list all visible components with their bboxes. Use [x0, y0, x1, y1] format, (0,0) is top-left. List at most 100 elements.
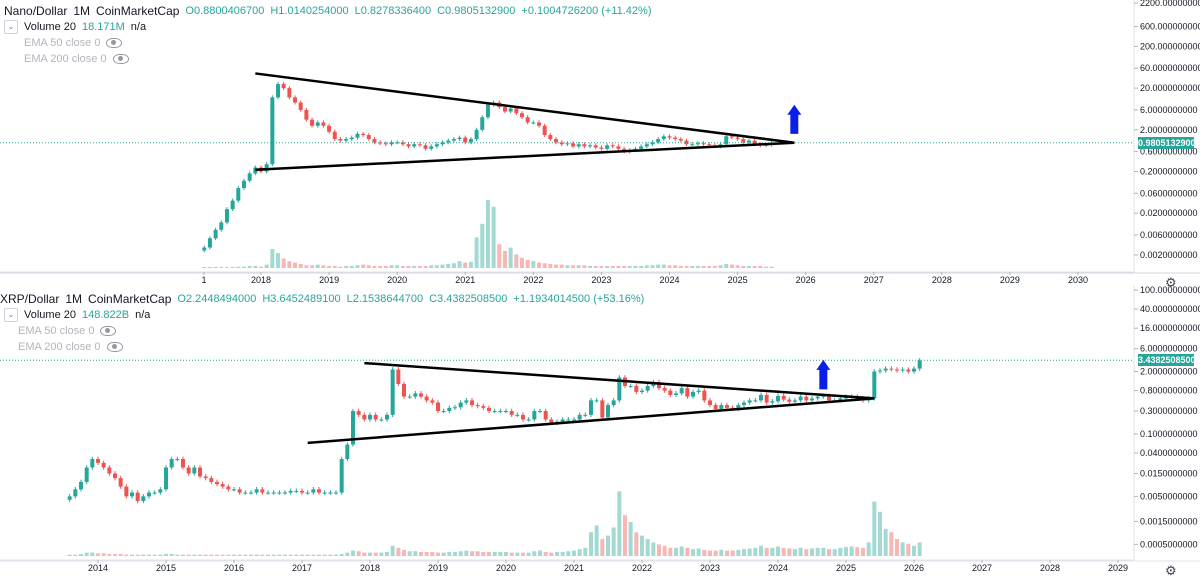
candle-body	[311, 489, 316, 493]
volume-bar	[543, 551, 548, 556]
candle-body	[253, 167, 258, 174]
y-tick-label: 600.0000000000	[1140, 22, 1200, 32]
nano-ema50-eye-icon[interactable]	[106, 38, 123, 48]
x-tick-label: 2021	[455, 275, 475, 285]
volume-bar	[436, 552, 440, 556]
xrp-ema50-label[interactable]: EMA 50 close 0	[18, 325, 95, 337]
nano-ema200-eye-icon[interactable]	[112, 54, 129, 64]
candle-body	[417, 144, 422, 146]
candle-body	[276, 84, 281, 98]
candle-body	[215, 481, 219, 485]
y-tick-label: 0.8000000000	[1140, 386, 1198, 396]
volume-bar	[152, 554, 157, 556]
volume-bar	[202, 267, 207, 268]
candle-body	[565, 143, 570, 145]
candle-body	[747, 400, 752, 403]
breakout-arrow-shaft	[790, 113, 799, 134]
candle-body	[650, 142, 655, 145]
candle-body	[690, 144, 695, 146]
xrp-volume-label[interactable]: Volume 20	[24, 309, 76, 321]
volume-bar	[701, 265, 706, 268]
volume-bar	[593, 265, 598, 268]
volume-bar	[521, 552, 525, 556]
xrp-chart-panel: 100.0000000000 40.0000000000 16.0000000000…	[0, 285, 1200, 573]
candle-body	[702, 390, 707, 401]
volume-bar	[491, 206, 496, 268]
x-tick-label: 2018	[360, 563, 380, 573]
candle-body	[645, 385, 650, 391]
xrp-ema200-eye-icon[interactable]	[106, 342, 123, 352]
xrp-interval[interactable]: 1M	[65, 292, 83, 306]
candle-body	[413, 393, 418, 397]
candle-body	[776, 395, 780, 402]
volume-bar	[878, 511, 882, 556]
xrp-symbol[interactable]: XRP/Dollar	[0, 292, 60, 306]
xrp-ema200-label[interactable]: EMA 200 close 0	[18, 341, 101, 353]
volume-bar	[787, 548, 792, 556]
volume-bar	[532, 551, 537, 556]
x-tick-label: 2027	[864, 275, 884, 285]
candle-body	[509, 411, 514, 415]
volume-bar	[684, 265, 689, 268]
candle-body	[644, 144, 649, 147]
volume-bar	[640, 535, 644, 556]
candle-body	[344, 139, 349, 141]
candle-body	[67, 496, 72, 500]
candle-body	[181, 459, 185, 468]
nano-ema50-label[interactable]: EMA 50 close 0	[24, 37, 101, 49]
nano-volume-label[interactable]: Volume 20	[24, 21, 76, 33]
x-tick-label: 2018	[251, 275, 271, 285]
candle-body	[678, 139, 683, 141]
volume-bar	[249, 554, 253, 556]
volume-bar	[118, 553, 123, 556]
candle-body	[548, 135, 553, 140]
volume-bar	[440, 264, 445, 268]
volume-bar	[611, 527, 616, 556]
y-tick-label: 0.0015000000	[1140, 516, 1198, 526]
xrp-collapse-toggle[interactable]: ⌄	[4, 308, 18, 322]
candle-body	[198, 467, 202, 477]
candle-body	[696, 390, 701, 392]
volume-bar	[372, 265, 377, 268]
candle-body	[583, 414, 588, 416]
volume-bar	[895, 539, 899, 556]
volume-bar	[485, 200, 490, 268]
nano-collapse-toggle[interactable]: ⌄	[4, 20, 18, 34]
nano-symbol[interactable]: Nano/Dollar	[4, 4, 68, 18]
volume-bar	[378, 265, 383, 268]
volume-bar	[276, 253, 281, 268]
candle-body	[436, 402, 440, 412]
candle-body	[526, 419, 531, 421]
volume-bar	[633, 265, 638, 268]
candle-body	[407, 396, 412, 398]
candle-body	[485, 104, 490, 118]
volume-bar	[770, 547, 775, 556]
volume-bar	[515, 552, 520, 556]
volume-bar	[356, 551, 361, 556]
volume-bar	[650, 265, 655, 268]
candle-body	[378, 142, 383, 144]
volume-bar	[599, 265, 604, 268]
candle-body	[260, 489, 265, 493]
candle-body	[332, 131, 337, 140]
candle-body	[752, 140, 757, 145]
candle-body	[209, 478, 214, 482]
volume-bar	[610, 265, 615, 268]
volume-bar	[451, 263, 456, 268]
candle-body	[317, 489, 321, 493]
candle-body	[124, 486, 129, 497]
volume-bar	[423, 265, 428, 268]
nano-interval[interactable]: 1M	[73, 4, 91, 18]
volume-bar	[147, 554, 151, 556]
nano-ema200-label[interactable]: EMA 200 close 0	[24, 53, 107, 65]
candle-body	[219, 222, 224, 230]
volume-bar	[582, 265, 587, 268]
volume-bar	[417, 265, 422, 268]
candle-body	[537, 122, 542, 126]
candle-body	[827, 395, 831, 401]
y-tick-label: 2.0000000000	[1140, 125, 1198, 135]
xrp-ema50-eye-icon[interactable]	[100, 326, 117, 336]
volume-bar	[554, 264, 559, 268]
candle-body	[736, 405, 741, 410]
